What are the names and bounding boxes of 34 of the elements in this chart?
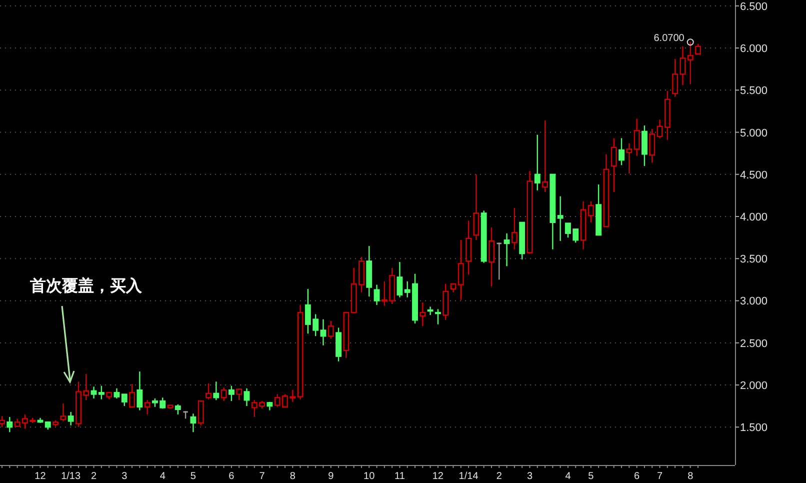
x-tick-label: 3 [122, 471, 128, 482]
annotation: 首次覆盖，买入 [29, 276, 143, 295]
x-tick-label: 6 [228, 471, 235, 482]
x-tick-label: 12 [432, 471, 444, 482]
x-tick-label: 3 [526, 471, 533, 482]
x-tick-label: 2 [496, 471, 502, 482]
y-tick-label: 6.500 [740, 0, 768, 13]
y-tick-label: 3.500 [740, 254, 768, 266]
x-tick-label: 8 [688, 471, 694, 482]
y-tick-label: 4.500 [740, 169, 768, 182]
x-tick-label: 4 [565, 471, 572, 482]
y-tick-label: 2.500 [740, 338, 768, 350]
x-tick-label: 6 [634, 471, 640, 482]
x-tick-label: 5 [588, 471, 594, 482]
y-tick-label: 3.000 [740, 296, 768, 308]
x-tick-label: 2 [91, 471, 97, 482]
y-tick-label: 5.000 [740, 127, 768, 140]
x-tick-label: 10 [364, 471, 376, 482]
y-tick-label: 2.000 [740, 380, 768, 392]
y-tick-label: 4.000 [740, 211, 768, 224]
x-tick-label: 11 [394, 471, 406, 482]
y-tick-label: 6.000 [740, 43, 768, 56]
annotation: 6.0700 [654, 33, 685, 44]
x-tick-label: 4 [160, 471, 166, 482]
x-tick-label: 5 [190, 471, 196, 482]
x-tick-label: 7 [656, 471, 663, 482]
y-tick-label: 5.500 [740, 85, 768, 98]
x-tick-label: 9 [328, 471, 334, 482]
x-tick-label: 1/13 [61, 471, 81, 482]
x-tick-label: 7 [259, 471, 266, 482]
y-tick-label: 1.500 [740, 422, 768, 434]
x-tick-label: 12 [34, 471, 46, 482]
x-tick-label: 1/14 [458, 471, 479, 482]
x-tick-label: 8 [290, 471, 296, 482]
